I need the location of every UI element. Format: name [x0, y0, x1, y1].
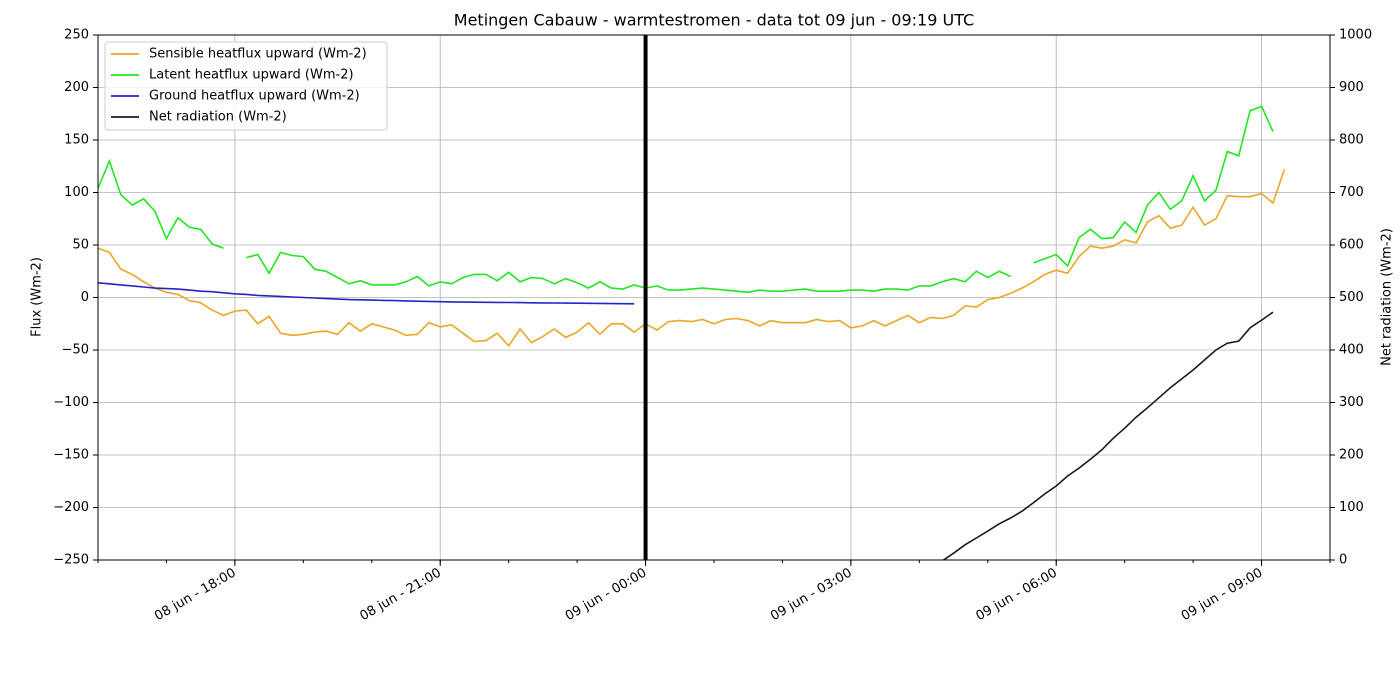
y2-tick-label: 200: [1339, 448, 1364, 463]
legend-label: Sensible heatflux upward (Wm-2): [149, 47, 367, 62]
y2-tick-label: 100: [1339, 500, 1364, 515]
y-tick-label: −200: [53, 500, 89, 515]
y2-tick-label: 1000: [1339, 28, 1372, 43]
legend-label: Net radiation (Wm-2): [149, 110, 287, 125]
plot-area: [98, 105, 1286, 560]
y2-tick-label: 300: [1339, 395, 1364, 410]
y-tick-label: 0: [81, 290, 89, 305]
x-tick-label: 09 jun - 00:00: [563, 566, 649, 625]
y-tick-label: 50: [72, 238, 89, 253]
y-tick-label: 200: [64, 80, 89, 95]
y-tick-label: −50: [62, 343, 89, 358]
y2-tick-label: 600: [1339, 238, 1364, 253]
x-tick-label: 09 jun - 03:00: [768, 566, 854, 625]
chart-title: Metingen Cabauw - warmtestromen - data t…: [454, 11, 974, 30]
y-tick-label: 100: [64, 185, 89, 200]
y-tick-label: 150: [64, 133, 89, 148]
y2-tick-label: 900: [1339, 80, 1364, 95]
series-line: [98, 105, 1274, 294]
y2-tick-label: 400: [1339, 343, 1364, 358]
x-tick-label: 09 jun - 09:00: [1179, 566, 1265, 625]
y-tick-label: −150: [53, 448, 89, 463]
y2-tick-label: 0: [1339, 553, 1347, 568]
y2-tick-label: 500: [1339, 290, 1364, 305]
legend-box: [104, 41, 388, 131]
legend-label: Ground heatflux upward (Wm-2): [149, 89, 360, 104]
series-line: [942, 311, 1274, 560]
x-tick-label: 08 jun - 21:00: [358, 566, 444, 625]
y-tick-label: −100: [53, 395, 89, 410]
y-axis-label: Flux (Wm-2): [30, 257, 45, 337]
x-tick-label: 08 jun - 18:00: [152, 566, 238, 625]
plot-frame: [97, 34, 1331, 561]
y2-tick-label: 800: [1339, 133, 1364, 148]
y-tick-label: −250: [53, 553, 89, 568]
series-line: [98, 282, 635, 305]
y2-tick-label: 700: [1339, 185, 1364, 200]
legend-label: Latent heatflux upward (Wm-2): [149, 68, 354, 83]
series-line: [98, 169, 1286, 348]
y-tick-label: 250: [64, 28, 89, 43]
y2-axis-label: Net radiation (Wm-2): [1380, 228, 1395, 366]
x-tick-label: 09 jun - 06:00: [974, 566, 1060, 625]
